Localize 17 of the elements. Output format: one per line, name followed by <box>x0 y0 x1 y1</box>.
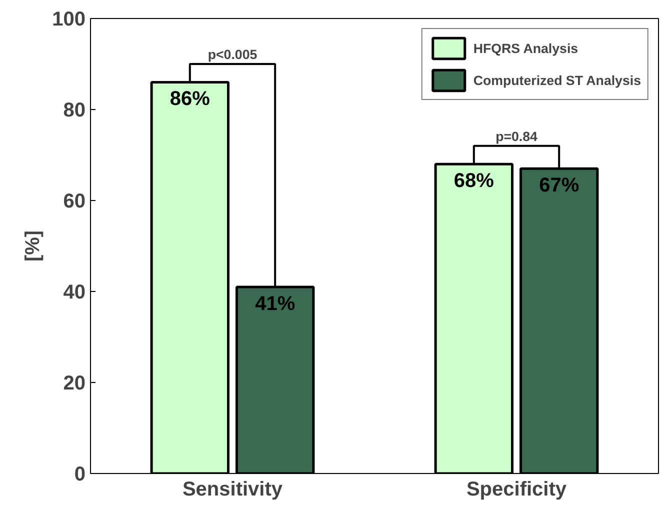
y-tick-label: 100 <box>52 8 86 30</box>
y-tick-label: 20 <box>63 372 86 394</box>
data-label: 67% <box>539 174 580 197</box>
y-tick-label: 0 <box>74 464 86 486</box>
data-label: 86% <box>170 88 210 110</box>
y-tick-label: 80 <box>63 100 86 122</box>
annotation: p=0.84 <box>496 128 538 144</box>
legend-label: HFQRS Analysis <box>473 40 578 56</box>
y-tick-label: 60 <box>63 190 86 212</box>
legend-label: Computerized ST Analysis <box>473 72 641 88</box>
y-tick-label: 40 <box>63 282 86 304</box>
x-tick-label: Specificity <box>466 478 568 500</box>
data-label: 68% <box>454 170 494 192</box>
data-label: 41% <box>255 292 296 315</box>
y-axis-title: [%] <box>22 230 44 262</box>
annotation: p<0.005 <box>208 47 258 62</box>
x-tick-label: Sensitivity <box>182 478 284 500</box>
